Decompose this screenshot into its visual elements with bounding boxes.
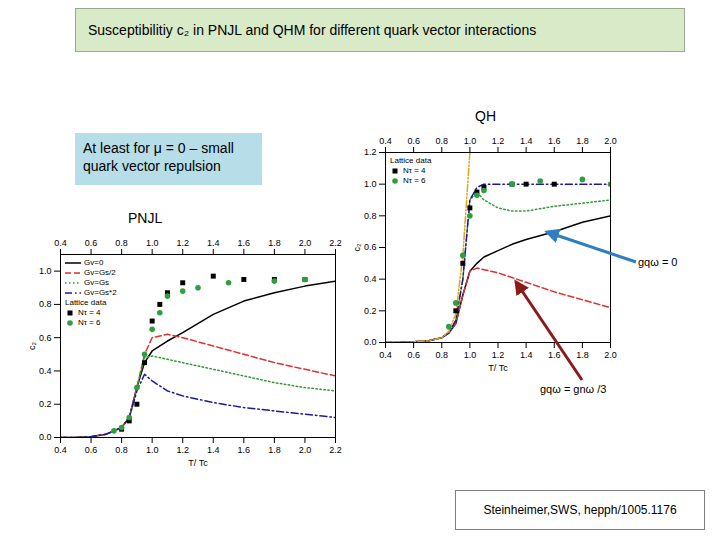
- html-text:Lattice data: Lattice data: [390, 156, 432, 165]
- svg-text:1.8: 1.8: [268, 445, 281, 455]
- html-text:Steinheimer,SWS, hepph/1005.11: Steinheimer,SWS, hepph/1005.1176: [483, 503, 677, 517]
- svg-text:1.0: 1.0: [464, 136, 477, 146]
- svg-text:c₂: c₂: [352, 243, 362, 252]
- html-text:Susceptibilitiy c₂ in PNJL and: Susceptibilitiy c₂ in PNJL and QHM for d…: [88, 22, 537, 38]
- html-text:gqω = 0: gqω = 0: [638, 256, 678, 268]
- svg-text:2.0: 2.0: [299, 445, 312, 455]
- svg-text:1.6: 1.6: [548, 136, 561, 146]
- svg-text:0.0: 0.0: [364, 337, 377, 347]
- svg-text:1.4: 1.4: [520, 350, 533, 360]
- svg-text:2.0: 2.0: [604, 136, 617, 146]
- svg-text:1.0: 1.0: [464, 350, 477, 360]
- svg-text:0.8: 0.8: [364, 211, 377, 221]
- svg-text:0.6: 0.6: [407, 136, 420, 146]
- svg-text:1.0: 1.0: [146, 238, 159, 248]
- html-text:QH: QH: [475, 108, 496, 124]
- svg-text:1.6: 1.6: [548, 350, 561, 360]
- html-text:At least for μ = 0 – small qua: At least for μ = 0 – small quark vector …: [83, 140, 234, 174]
- svg-text:0.6: 0.6: [85, 238, 98, 248]
- svg-text:0.6: 0.6: [364, 242, 377, 252]
- svg-text:0.8: 0.8: [435, 350, 448, 360]
- svg-text:2.0: 2.0: [604, 350, 617, 360]
- html-text:Gv=Gs*2: Gv=Gs*2: [84, 288, 117, 297]
- svg-text:1.2: 1.2: [492, 136, 505, 146]
- html-text:Nτ = 4: Nτ = 4: [403, 166, 426, 175]
- svg-text:0.4: 0.4: [364, 274, 377, 284]
- html-text:Nτ = 6: Nτ = 6: [403, 176, 426, 185]
- svg-text:0.6: 0.6: [85, 445, 98, 455]
- svg-text:1.8: 1.8: [576, 350, 589, 360]
- svg-text:0.4: 0.4: [379, 350, 392, 360]
- svg-text:c₂: c₂: [27, 342, 37, 351]
- html-text:gqω = gnω /3: gqω = gnω /3: [540, 383, 607, 395]
- svg-text:1.4: 1.4: [207, 238, 220, 248]
- svg-text:1.0: 1.0: [146, 445, 159, 455]
- svg-text:0.8: 0.8: [115, 445, 128, 455]
- html-text:PNJL: PNJL: [128, 210, 163, 226]
- svg-text:1.2: 1.2: [492, 350, 505, 360]
- html-text:Lattice data: Lattice data: [65, 298, 107, 307]
- html-text:Gv=Gs/2: Gv=Gs/2: [84, 268, 116, 277]
- svg-text:2.2: 2.2: [329, 238, 342, 248]
- svg-text:1.0: 1.0: [39, 266, 52, 276]
- svg-text:0.2: 0.2: [39, 399, 52, 409]
- svg-text:T/ Tc: T/ Tc: [488, 363, 508, 373]
- svg-text:0.8: 0.8: [39, 299, 52, 309]
- svg-text:1.0: 1.0: [364, 179, 377, 189]
- svg-text:0.2: 0.2: [364, 306, 377, 316]
- svg-text:1.8: 1.8: [576, 136, 589, 146]
- svg-text:1.4: 1.4: [520, 136, 533, 146]
- svg-text:1.2: 1.2: [176, 238, 189, 248]
- svg-text:2.0: 2.0: [299, 238, 312, 248]
- svg-text:0.6: 0.6: [407, 350, 420, 360]
- svg-text:0.4: 0.4: [39, 366, 52, 376]
- html-text:Nτ = 6: Nτ = 6: [78, 318, 101, 327]
- svg-text:0.0: 0.0: [39, 432, 52, 442]
- svg-text:2.2: 2.2: [329, 445, 342, 455]
- svg-text:0.6: 0.6: [39, 333, 52, 343]
- svg-text:0.8: 0.8: [435, 136, 448, 146]
- svg-text:1.2: 1.2: [364, 147, 377, 157]
- svg-text:T/ Tc: T/ Tc: [188, 458, 208, 468]
- svg-text:0.4: 0.4: [54, 238, 67, 248]
- html-text:Gv=Gs: Gv=Gs: [84, 278, 110, 287]
- svg-text:0.8: 0.8: [115, 238, 128, 248]
- svg-text:0.4: 0.4: [54, 445, 67, 455]
- html-text:Gv=0: Gv=0: [84, 258, 104, 267]
- svg-text:1.6: 1.6: [238, 445, 251, 455]
- html-text:Nτ = 4: Nτ = 4: [78, 308, 101, 317]
- svg-text:1.2: 1.2: [176, 445, 189, 455]
- svg-text:1.4: 1.4: [207, 445, 220, 455]
- svg-text:0.4: 0.4: [379, 136, 392, 146]
- svg-text:1.8: 1.8: [268, 238, 281, 248]
- svg-text:1.6: 1.6: [238, 238, 251, 248]
